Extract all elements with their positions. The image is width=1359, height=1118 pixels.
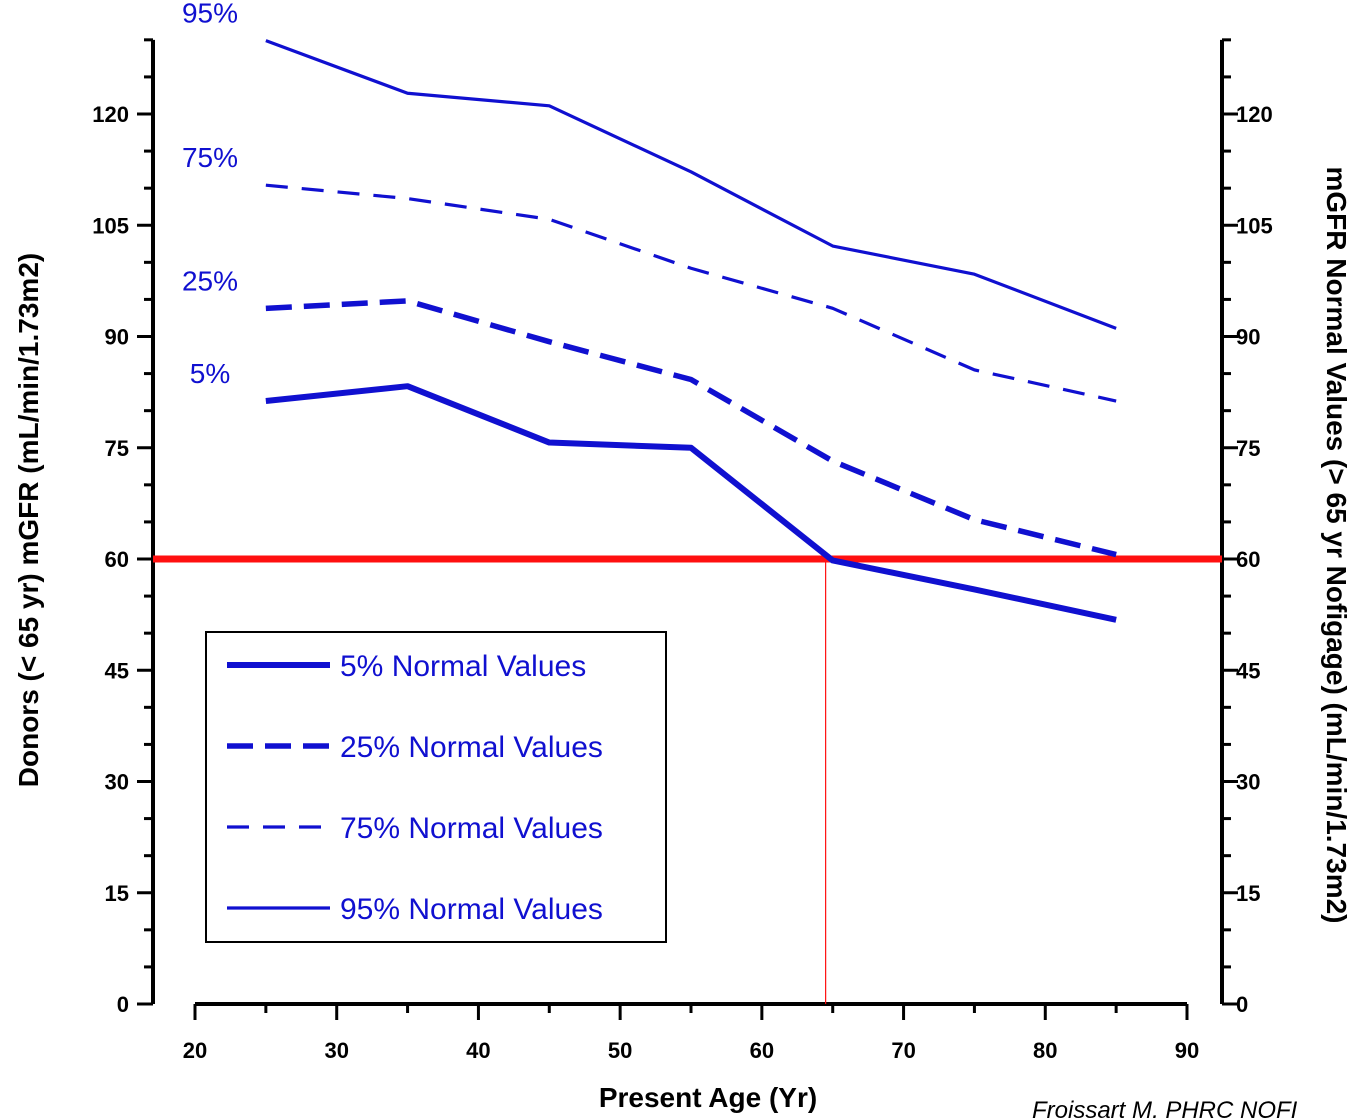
y-tick-label-right: 15 xyxy=(1236,881,1260,906)
legend-label: 95% Normal Values xyxy=(340,893,603,926)
axes: 0 0 15 15 30 30 45 45 60 60 75 75 90 90 105 105 120 120 20… xyxy=(92,38,1273,1063)
y-tick-label-right: 45 xyxy=(1236,658,1260,683)
y-tick-label-left: 0 xyxy=(117,992,129,1017)
series-line xyxy=(265,298,1117,558)
series-line xyxy=(265,383,1117,623)
y-tick-label-left: 15 xyxy=(105,881,129,906)
legend-label: 5% Normal Values xyxy=(340,650,586,683)
y-tick-label-left: 105 xyxy=(92,213,129,238)
series-lines xyxy=(265,39,1117,623)
x-axis-title: Present Age (Yr) xyxy=(599,1082,817,1113)
x-tick-label: 60 xyxy=(750,1038,774,1063)
credit-text: Froissart M, PHRC NOFI xyxy=(1032,1097,1298,1118)
y-tick-label-right: 105 xyxy=(1236,213,1273,238)
y-axis-title: Donors (< 65 yr) mGFR (mL/min/1.73m2) xyxy=(13,253,44,787)
y-tick-label-left: 45 xyxy=(105,658,129,683)
legend-label: 25% Normal Values xyxy=(340,731,603,764)
reference-lines xyxy=(153,555,1222,1004)
x-tick-label: 20 xyxy=(183,1038,207,1063)
legend-box xyxy=(205,631,667,943)
y-tick-label-right: 60 xyxy=(1236,547,1260,572)
legend-label: 75% Normal Values xyxy=(340,812,603,845)
x-tick-label: 30 xyxy=(324,1038,348,1063)
x-tick-label: 50 xyxy=(608,1038,632,1063)
x-tick-label: 80 xyxy=(1033,1038,1057,1063)
series-end-label: 95% xyxy=(182,0,238,29)
series-end-label: 5% xyxy=(190,358,230,389)
y-tick-label-right: 0 xyxy=(1236,992,1248,1017)
y-tick-label-right: 90 xyxy=(1236,325,1260,350)
y-tick-label-left: 120 xyxy=(92,102,129,127)
series-line xyxy=(265,39,1117,330)
y-tick-label-right: 120 xyxy=(1236,102,1273,127)
y2-axis-title: mGFR Normal Values (> 65 yr Nofigage) (m… xyxy=(1321,167,1352,924)
series-end-label: 25% xyxy=(182,265,238,296)
x-tick-label: 90 xyxy=(1175,1038,1199,1063)
legend: 5% Normal Values 25% Normal Values 75% Nor… xyxy=(205,631,667,943)
series-end-labels: 95% 75% 25% 5% xyxy=(182,0,238,389)
x-tick-label: 40 xyxy=(466,1038,490,1063)
y-tick-label-left: 75 xyxy=(105,436,129,461)
y-tick-label-right: 75 xyxy=(1236,436,1260,461)
x-tick-label: 70 xyxy=(891,1038,915,1063)
series-end-label: 75% xyxy=(182,142,238,173)
y-tick-label-left: 30 xyxy=(105,770,129,795)
y-tick-label-left: 90 xyxy=(105,325,129,350)
series-line xyxy=(265,183,1117,403)
y-tick-label-left: 60 xyxy=(105,547,129,572)
y-tick-label-right: 30 xyxy=(1236,770,1260,795)
